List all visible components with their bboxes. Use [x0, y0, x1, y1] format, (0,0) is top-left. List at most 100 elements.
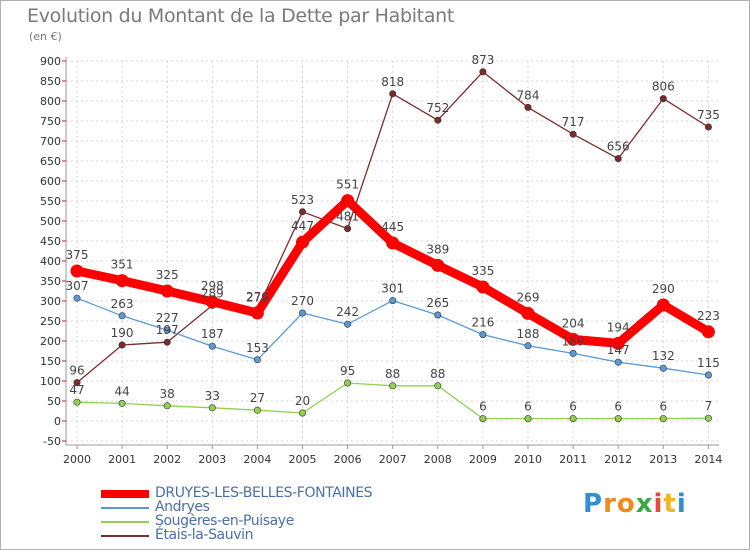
data-point [118, 312, 126, 320]
data-point [659, 364, 667, 372]
data-point [524, 103, 532, 111]
data-point [524, 415, 532, 423]
y-tick-label: 100 [40, 375, 61, 388]
logo-letter: t [663, 489, 677, 519]
legend-label: Étais-la-Sauvin [155, 527, 254, 543]
data-point [659, 415, 667, 423]
data-point [431, 258, 445, 272]
data-label: 33 [205, 389, 220, 403]
data-label: 265 [426, 296, 449, 310]
data-label: 717 [562, 115, 585, 129]
x-tick-label: 2012 [604, 453, 632, 466]
data-point [476, 280, 490, 294]
data-label: 335 [471, 264, 494, 278]
data-label: 20 [295, 394, 310, 408]
data-label: 6 [659, 400, 667, 414]
data-label: 298 [201, 279, 224, 293]
legend-swatch [101, 507, 149, 509]
x-tick-label: 2000 [63, 453, 91, 466]
x-tick-label: 2003 [198, 453, 226, 466]
data-label: 270 [291, 294, 314, 308]
legend-swatch [101, 490, 149, 498]
data-point [118, 399, 126, 407]
data-label: 47 [69, 383, 84, 397]
data-point [298, 309, 306, 317]
data-label: 88 [430, 367, 445, 381]
data-label: 307 [66, 279, 89, 293]
y-tick-label: 400 [40, 255, 61, 268]
data-point [701, 325, 715, 339]
data-point [479, 331, 487, 339]
data-point [205, 295, 219, 309]
data-label: 6 [614, 400, 622, 414]
data-point [656, 298, 670, 312]
data-label: 263 [111, 297, 134, 311]
data-label: 389 [426, 242, 449, 256]
data-label: 169 [562, 334, 585, 348]
y-tick-label: 800 [40, 95, 61, 108]
data-point [614, 415, 622, 423]
data-point [566, 332, 580, 346]
legend-label: Sougères-en-Puisaye [155, 513, 294, 529]
data-point [344, 320, 352, 328]
data-point [659, 95, 667, 103]
data-label: 279 [246, 290, 269, 304]
data-label: 6 [524, 400, 532, 414]
logo-letter: o [616, 489, 636, 519]
data-label: 38 [160, 387, 175, 401]
x-tick-label: 2005 [289, 453, 317, 466]
x-tick-label: 2011 [559, 453, 587, 466]
y-tick-label: 50 [47, 395, 61, 408]
data-point [160, 284, 174, 298]
x-tick-label: 2010 [514, 453, 542, 466]
data-label: 375 [66, 248, 89, 262]
data-label: 325 [156, 268, 179, 282]
data-label: 27 [250, 391, 265, 405]
data-point [250, 306, 264, 320]
data-point [163, 402, 171, 410]
x-tick-label: 2013 [649, 453, 677, 466]
data-point [521, 306, 535, 320]
y-tick-label: 550 [40, 195, 61, 208]
data-point [163, 338, 171, 346]
y-tick-label: 900 [40, 55, 61, 68]
data-point [614, 358, 622, 366]
y-tick-label: 450 [40, 235, 61, 248]
data-label: 818 [381, 75, 404, 89]
data-point [704, 371, 712, 379]
data-point [611, 336, 625, 350]
data-point [344, 379, 352, 387]
data-point [118, 341, 126, 349]
data-label: 523 [291, 193, 314, 207]
data-label: 752 [426, 101, 449, 115]
y-tick-label: 850 [40, 75, 61, 88]
data-label: 147 [607, 343, 630, 357]
data-point [298, 208, 306, 216]
data-point [70, 264, 84, 278]
unit-label: (en €) [29, 30, 62, 43]
proxiti-logo: Proxiti [583, 489, 687, 519]
data-label: 88 [385, 367, 400, 381]
data-label: 188 [517, 327, 540, 341]
data-point [298, 409, 306, 417]
data-label: 197 [156, 323, 179, 337]
data-point [569, 130, 577, 138]
data-point [341, 194, 355, 208]
y-tick-label: 750 [40, 115, 61, 128]
data-point [389, 90, 397, 98]
y-tick-label: 350 [40, 275, 61, 288]
y-tick-label: 250 [40, 315, 61, 328]
data-point [704, 123, 712, 131]
y-tick-label: 600 [40, 175, 61, 188]
x-tick-label: 2014 [694, 453, 722, 466]
chart-title: Evolution du Montant de la Dette par Hab… [27, 5, 455, 27]
data-label: 784 [517, 88, 540, 102]
x-tick-label: 2004 [243, 453, 271, 466]
data-label: 227 [156, 311, 179, 325]
y-tick-label: -50 [43, 435, 61, 448]
data-point [73, 379, 81, 387]
data-label: 301 [381, 282, 404, 296]
data-point [389, 382, 397, 390]
legend-swatch [101, 521, 149, 523]
